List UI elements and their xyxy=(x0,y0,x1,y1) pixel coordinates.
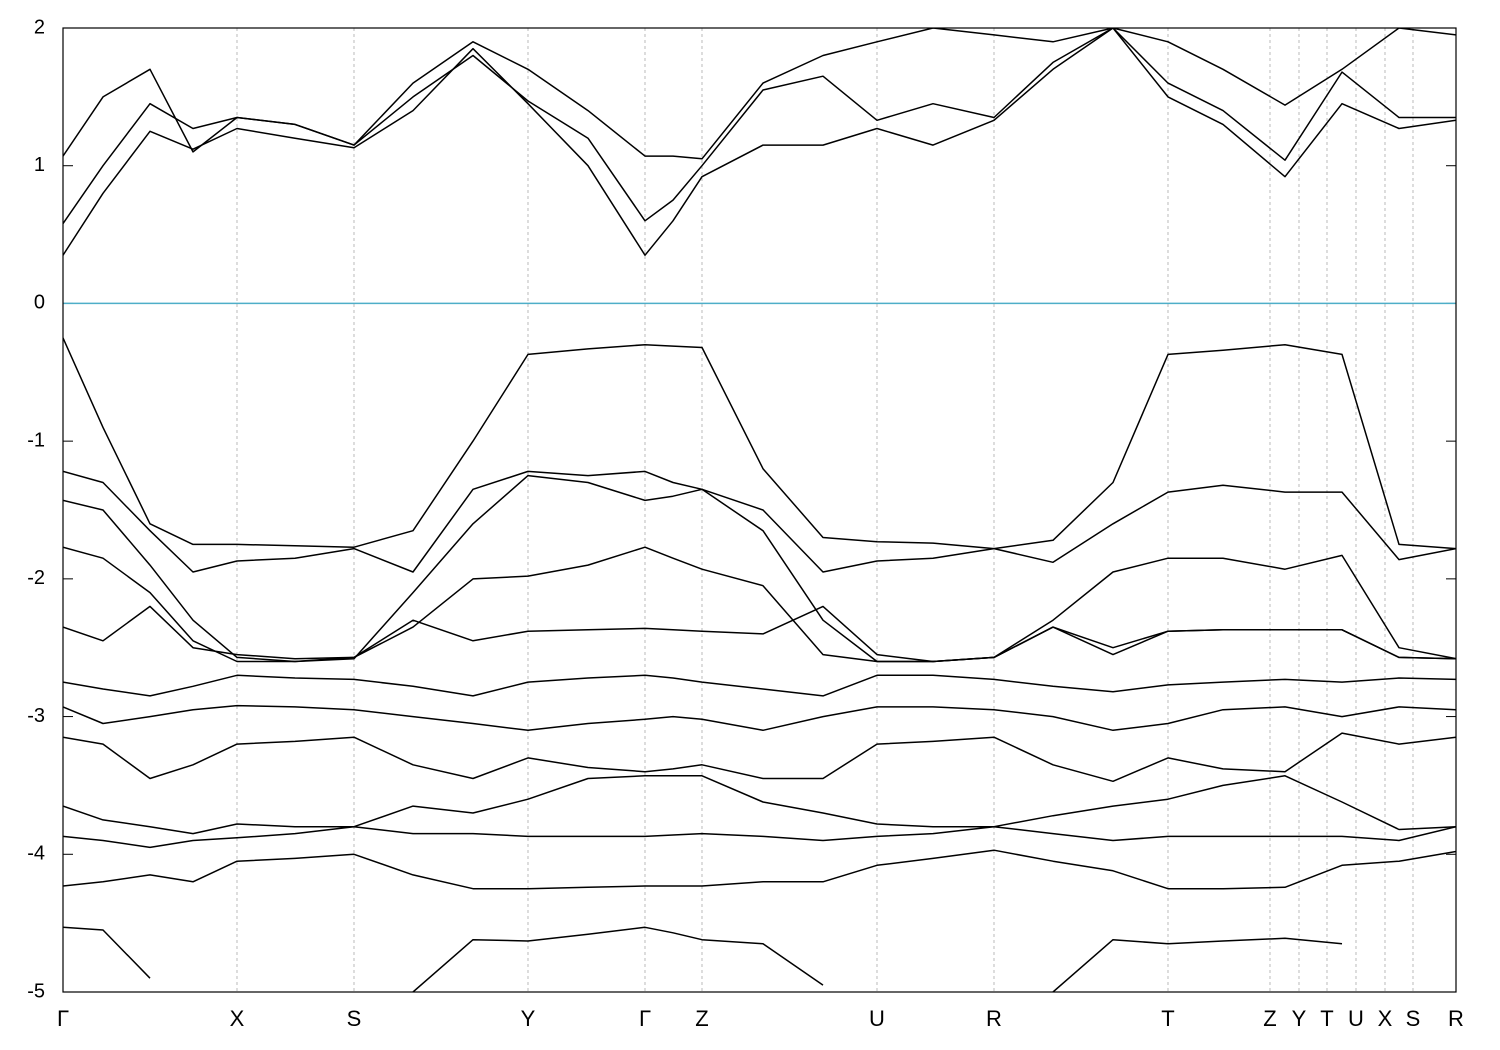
band-line xyxy=(63,28,1456,225)
y-tick-label: -2 xyxy=(27,567,45,589)
y-tick-label: 1 xyxy=(34,154,45,176)
x-tick-label: R xyxy=(986,1006,1002,1031)
band-line xyxy=(63,704,1456,732)
x-tick-label: X xyxy=(230,1006,245,1031)
x-tick-label: R xyxy=(1448,1006,1464,1031)
band-line xyxy=(63,474,1456,663)
y-tick-label: 2 xyxy=(34,16,45,38)
x-tick-label: Γ xyxy=(639,1006,651,1031)
y-tick-label: -5 xyxy=(27,980,45,1002)
x-tick-label: S xyxy=(1406,1006,1421,1031)
band-line xyxy=(63,28,1456,256)
band-line xyxy=(63,849,1456,890)
plot-area xyxy=(63,28,1456,992)
x-tick-label: Y xyxy=(521,1006,536,1031)
band-line xyxy=(63,674,1456,697)
x-tick-label: T xyxy=(1320,1006,1333,1031)
y-tick-label: 0 xyxy=(34,292,45,314)
plot-frame xyxy=(62,27,1457,993)
x-tick-label: U xyxy=(1348,1006,1364,1031)
y-tick-label: -1 xyxy=(27,429,45,451)
x-tick-label: Z xyxy=(695,1006,708,1031)
y-tick-label: -3 xyxy=(27,705,45,727)
band-line xyxy=(63,337,1456,550)
band-line xyxy=(63,605,1456,663)
x-tick-label: Z xyxy=(1263,1006,1276,1031)
x-tick-label: S xyxy=(347,1006,362,1031)
x-tick-label: Γ xyxy=(57,1006,69,1031)
x-tick-label: T xyxy=(1161,1006,1174,1031)
x-tick-label: U xyxy=(869,1006,885,1031)
band-line xyxy=(63,825,1456,849)
band-line xyxy=(63,732,1456,783)
x-tick-label: X xyxy=(1378,1006,1393,1031)
y-tick-label: -4 xyxy=(27,843,45,865)
band-line xyxy=(63,926,1343,992)
x-tick-label: Y xyxy=(1292,1006,1307,1031)
band-line xyxy=(63,775,1456,835)
